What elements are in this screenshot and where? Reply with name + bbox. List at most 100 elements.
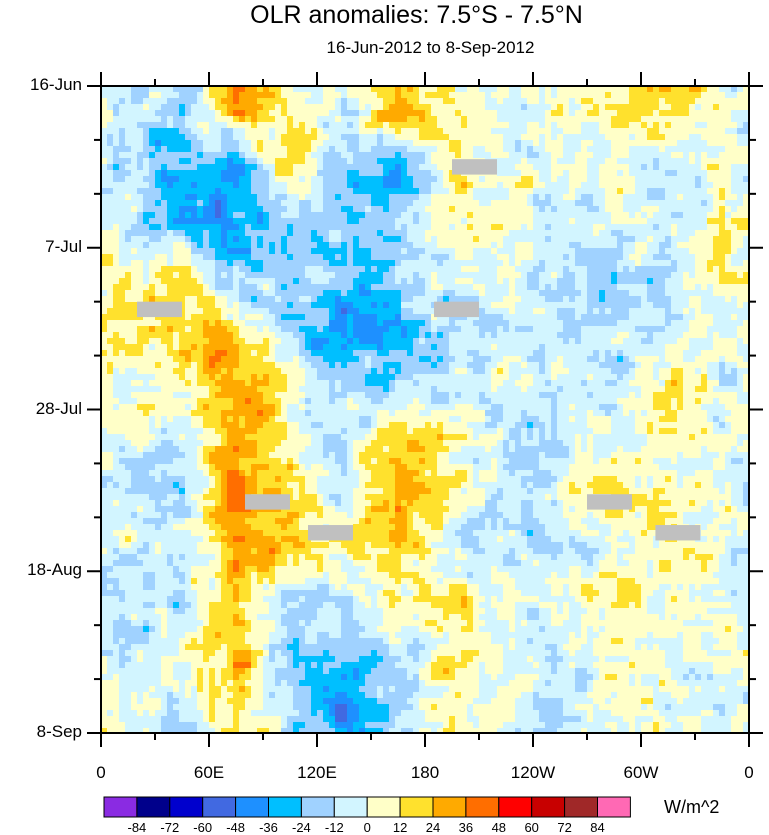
heatmap-cell	[491, 356, 498, 363]
heatmap-cell	[635, 344, 642, 351]
heatmap-cell	[365, 338, 372, 345]
heatmap-cell	[395, 98, 402, 105]
heatmap-cell	[617, 200, 624, 207]
heatmap-cell	[689, 284, 696, 291]
heatmap-cell	[467, 278, 474, 285]
heatmap-cell	[257, 116, 264, 123]
heatmap-cell	[479, 128, 486, 135]
heatmap-cell	[431, 212, 438, 219]
heatmap-cell	[275, 140, 282, 147]
heatmap-cell	[509, 116, 516, 123]
heatmap-cell	[323, 332, 330, 339]
heatmap-cell	[455, 146, 462, 153]
heatmap-cell	[521, 200, 528, 207]
heatmap-cell	[335, 122, 342, 129]
heatmap-cell	[521, 344, 528, 351]
heatmap-cell	[605, 206, 612, 213]
heatmap-cell	[281, 140, 288, 147]
heatmap-cell	[329, 320, 336, 327]
heatmap-cell	[359, 218, 366, 225]
heatmap-cell	[167, 170, 174, 177]
heatmap-cell	[125, 332, 132, 339]
heatmap-cell	[389, 86, 396, 93]
heatmap-cell	[641, 152, 648, 159]
heatmap-cell	[659, 122, 666, 129]
heatmap-cell	[299, 134, 306, 141]
heatmap-cell	[581, 176, 588, 183]
heatmap-cell	[563, 164, 570, 171]
heatmap-cell	[227, 314, 234, 321]
heatmap-cell	[173, 86, 180, 93]
heatmap-cell	[551, 344, 558, 351]
heatmap-cell	[257, 338, 264, 345]
heatmap-cell	[233, 218, 240, 225]
heatmap-cell	[389, 110, 396, 117]
heatmap-cell	[197, 194, 204, 201]
heatmap-cell	[203, 260, 210, 267]
heatmap-cell	[539, 260, 546, 267]
heatmap-cell	[515, 320, 522, 327]
heatmap-cell	[251, 146, 258, 153]
heatmap-cell	[671, 98, 678, 105]
heatmap-cell	[383, 122, 390, 129]
heatmap-cell	[449, 194, 456, 201]
heatmap-cell	[521, 236, 528, 243]
heatmap-cell	[533, 236, 540, 243]
heatmap-cell	[341, 188, 348, 195]
heatmap-cell	[539, 242, 546, 249]
heatmap-cell	[533, 326, 540, 333]
heatmap-cell	[527, 302, 534, 309]
heatmap-cell	[515, 338, 522, 345]
heatmap-cell	[317, 110, 324, 117]
heatmap-cell	[503, 356, 510, 363]
heatmap-cell	[509, 338, 516, 345]
heatmap-cell	[731, 218, 738, 225]
heatmap-cell	[695, 302, 702, 309]
heatmap-cell	[527, 308, 534, 315]
heatmap-cell	[479, 212, 486, 219]
heatmap-cell	[221, 86, 228, 93]
heatmap-cell	[473, 146, 480, 153]
heatmap-cell	[701, 236, 708, 243]
heatmap-cell	[251, 272, 258, 279]
heatmap-cell	[245, 296, 252, 303]
heatmap-cell	[743, 104, 750, 111]
heatmap-cell	[677, 104, 684, 111]
heatmap-cell	[239, 314, 246, 321]
heatmap-cell	[113, 224, 120, 231]
heatmap-cell	[461, 182, 468, 189]
heatmap-cell	[383, 290, 390, 297]
heatmap-cell	[551, 194, 558, 201]
heatmap-cell	[347, 140, 354, 147]
heatmap-cell	[641, 272, 648, 279]
heatmap-cell	[557, 326, 564, 333]
heatmap-cell	[491, 188, 498, 195]
heatmap-cell	[491, 308, 498, 315]
heatmap-cell	[131, 164, 138, 171]
heatmap-cell	[659, 86, 666, 93]
heatmap-cell	[659, 218, 666, 225]
heatmap-cell	[275, 122, 282, 129]
heatmap-cell	[593, 266, 600, 273]
heatmap-cell	[707, 308, 714, 315]
heatmap-cell	[215, 314, 222, 321]
heatmap-cell	[143, 320, 150, 327]
heatmap-cell	[401, 302, 408, 309]
heatmap-cell	[563, 170, 570, 177]
heatmap-cell	[587, 272, 594, 279]
heatmap-cell	[575, 290, 582, 297]
heatmap-cell	[563, 350, 570, 357]
heatmap-cell	[227, 194, 234, 201]
heatmap-cell	[641, 224, 648, 231]
heatmap-cell	[743, 272, 750, 279]
heatmap-cell	[437, 266, 444, 273]
heatmap-cell	[563, 356, 570, 363]
heatmap-cell	[107, 92, 114, 99]
heatmap-cell	[371, 122, 378, 129]
heatmap-cell	[263, 194, 270, 201]
heatmap-cell	[581, 278, 588, 285]
heatmap-cell	[203, 362, 210, 369]
heatmap-cell	[521, 176, 528, 183]
heatmap-cell	[329, 332, 336, 339]
heatmap-cell	[197, 272, 204, 279]
